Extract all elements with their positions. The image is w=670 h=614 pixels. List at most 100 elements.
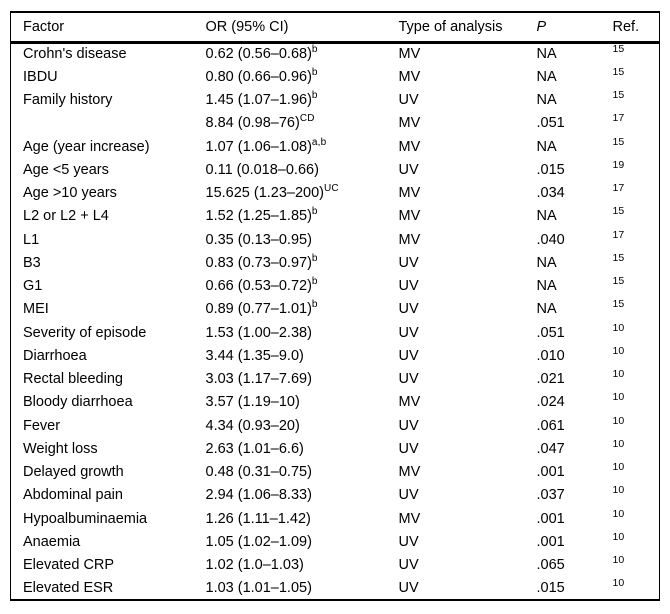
p-value-cell: .021 — [537, 368, 613, 391]
or-ci-cell: 8.84 (0.98–76)CD — [206, 112, 399, 135]
table-row: Abdominal pain 2.94 (1.06–8.33) UV .037 … — [11, 484, 660, 507]
ref-number: 10 — [612, 345, 625, 358]
type-of-analysis-cell: UV — [399, 275, 537, 298]
or-superscript: b — [311, 44, 318, 56]
factor-cell: Elevated CRP — [11, 554, 206, 577]
type-of-analysis-cell: MV — [399, 507, 537, 530]
p-value-cell: NA — [537, 298, 613, 321]
table-row: Diarrhoea 3.44 (1.35–9.0) UV .010 10 — [11, 344, 660, 367]
ref-number: 10 — [612, 414, 625, 427]
or-ci-value: 0.66 (0.53–0.72) — [205, 278, 312, 295]
ref-number: 15 — [612, 252, 625, 265]
ref-cell: 10 — [613, 414, 660, 437]
or-superscript: CD — [299, 113, 315, 125]
table-row: IBDU 0.80 (0.66–0.96)b MV NA 15 — [11, 65, 660, 88]
p-value: .001 — [536, 510, 565, 527]
ref-number: 15 — [612, 89, 625, 102]
factor-label: Crohn's disease — [23, 46, 127, 63]
or-ci-cell: 0.48 (0.31–0.75) — [206, 461, 399, 484]
ref-cell: 10 — [613, 344, 660, 367]
p-value: NA — [536, 208, 557, 225]
factor-cell: Elevated ESR — [11, 577, 206, 600]
or-ci-cell: 2.63 (1.01–6.6) — [206, 437, 399, 460]
type-of-analysis-cell: MV — [399, 391, 537, 414]
table-row: B3 0.83 (0.73–0.97)b UV NA 15 — [11, 251, 660, 274]
p-value-cell: .040 — [537, 228, 613, 251]
table-row: Family history 1.45 (1.07–1.96)b UV NA 1… — [11, 89, 660, 112]
type-of-analysis-cell: MV — [399, 135, 537, 158]
or-ci-cell: 1.07 (1.06–1.08)a,b — [206, 135, 399, 158]
type-of-analysis-cell: UV — [399, 298, 537, 321]
type-of-analysis-cell: UV — [399, 484, 537, 507]
factor-label: Age (year increase) — [23, 138, 150, 155]
ref-cell: 15 — [613, 251, 660, 274]
table-row: Age <5 years 0.11 (0.018–0.66) UV .015 1… — [11, 158, 660, 181]
type-of-analysis-value: UV — [398, 579, 419, 596]
or-ci-value: 4.34 (0.93–20) — [205, 417, 300, 434]
header-ref: Ref. — [612, 18, 640, 35]
p-value-cell: .001 — [537, 461, 613, 484]
table-row: Severity of episode 1.53 (1.00–2.38) UV … — [11, 321, 660, 344]
factor-label: Rectal bleeding — [23, 371, 123, 388]
table-row: 8.84 (0.98–76)CD MV .051 17 — [11, 112, 660, 135]
factor-label: L2 or L2 + L4 — [23, 208, 109, 225]
ref-cell: 10 — [613, 530, 660, 553]
p-value: .037 — [536, 487, 565, 504]
ref-cell: 10 — [613, 577, 660, 600]
or-ci-cell: 2.94 (1.06–8.33) — [206, 484, 399, 507]
table-header: Factor OR (95% CI) Type of analysis P Re… — [10, 12, 660, 42]
or-ci-value: 0.35 (0.13–0.95) — [205, 231, 312, 248]
factor-label: Elevated CRP — [23, 557, 115, 574]
header-row: Factor OR (95% CI) Type of analysis P Re… — [10, 12, 660, 42]
type-of-analysis-value: MV — [398, 185, 421, 202]
type-of-analysis-value: MV — [398, 208, 421, 225]
type-of-analysis-value: MV — [398, 231, 421, 248]
type-of-analysis-cell: UV — [399, 554, 537, 577]
factor-cell: Severity of episode — [11, 321, 206, 344]
or-superscript: b — [311, 276, 318, 288]
or-superscript: b — [311, 299, 318, 311]
ref-number: 15 — [612, 205, 625, 218]
table-row: Age (year increase) 1.07 (1.06–1.08)a,b … — [11, 135, 660, 158]
p-value-cell: .034 — [537, 182, 613, 205]
factor-cell: Age >10 years — [11, 182, 206, 205]
table-row: Fever 4.34 (0.93–20) UV .061 10 — [11, 414, 660, 437]
or-superscript: b — [311, 67, 318, 79]
factor-label: Age <5 years — [23, 161, 109, 178]
table-row: L2 or L2 + L4 1.52 (1.25–1.85)b MV NA 15 — [11, 205, 660, 228]
ref-cell: 17 — [613, 112, 660, 135]
p-value: .047 — [536, 440, 565, 457]
or-ci-value: 0.11 (0.018–0.66) — [205, 161, 319, 178]
ref-cell: 15 — [613, 298, 660, 321]
factor-cell: G1 — [11, 275, 206, 298]
p-value: .015 — [536, 161, 565, 178]
ref-cell: 10 — [613, 437, 660, 460]
p-value: NA — [536, 301, 557, 318]
type-of-analysis-value: MV — [398, 464, 421, 481]
type-of-analysis-cell: UV — [399, 414, 537, 437]
table-row: MEI 0.89 (0.77–1.01)b UV NA 15 — [11, 298, 660, 321]
or-ci-value: 3.57 (1.19–10) — [205, 394, 300, 411]
table-row: Age >10 years 15.625 (1.23–200)UC MV .03… — [11, 182, 660, 205]
p-value: .001 — [536, 533, 565, 550]
or-ci-cell: 1.05 (1.02–1.09) — [206, 530, 399, 553]
p-value: .061 — [536, 417, 565, 434]
or-superscript: UC — [324, 183, 339, 195]
p-value: .034 — [536, 185, 565, 202]
type-of-analysis-value: MV — [398, 510, 421, 527]
table-row: Bloody diarrhoea 3.57 (1.19–10) MV .024 … — [11, 391, 660, 414]
p-value-cell: .001 — [537, 530, 613, 553]
ref-number: 10 — [612, 577, 625, 590]
type-of-analysis-value: MV — [398, 46, 421, 63]
p-value-cell: .061 — [537, 414, 613, 437]
ref-cell: 10 — [613, 368, 660, 391]
or-ci-value: 0.48 (0.31–0.75) — [205, 464, 312, 481]
factor-cell: Bloody diarrhoea — [11, 391, 206, 414]
table-body: Crohn's disease 0.62 (0.56–0.68)b MV NA … — [11, 42, 660, 600]
ref-cell: 10 — [613, 391, 660, 414]
type-of-analysis-value: UV — [398, 557, 419, 574]
p-value: .040 — [536, 231, 565, 248]
or-ci-value: 8.84 (0.98–76) — [205, 115, 300, 132]
table-row: Elevated ESR 1.03 (1.01–1.05) UV .015 10 — [11, 577, 660, 600]
